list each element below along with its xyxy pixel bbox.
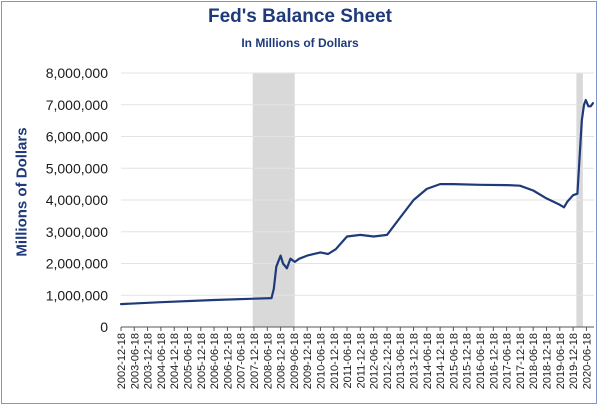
- x-axis-ticks: 2002-12-18 2003-06-18 2003-12-18 2004-06-18…: [116, 327, 593, 389]
- y-tick-label: 4,000,000: [46, 192, 108, 208]
- x-tick-label: 2008-06-18: [262, 333, 274, 389]
- x-tick-label: 2009-12-18: [302, 333, 314, 389]
- x-tick-label: 2005-12-18: [196, 333, 208, 389]
- x-tick-label: 2020-06-18: [581, 333, 593, 389]
- x-tick-label: 2010-06-18: [315, 333, 327, 389]
- chart-subtitle: In Millions of Dollars: [241, 36, 359, 50]
- series-layer: [119, 98, 595, 306]
- y-tick-label: 3,000,000: [46, 224, 108, 240]
- x-tick-label: 2007-12-18: [249, 333, 261, 389]
- x-tick-label: 2003-12-18: [143, 333, 155, 389]
- x-tick-label: 2002-12-18: [116, 333, 128, 389]
- y-tick-label: 6,000,000: [46, 129, 108, 145]
- x-tick-label: 2019-12-18: [568, 333, 580, 389]
- y-axis-ticks: 0 1,000,000 2,000,000 3,000,000 4,000,000 5,0…: [46, 65, 109, 335]
- y-tick-label: 2,000,000: [46, 256, 108, 272]
- x-tick-label: 2012-12-18: [382, 333, 394, 389]
- grid-lines: [121, 72, 594, 296]
- x-tick-label: 2011-12-18: [355, 333, 367, 388]
- chart-title: Fed's Balance Sheet: [207, 6, 393, 27]
- x-tick-label: 2006-12-18: [222, 333, 234, 389]
- x-tick-label: 2003-06-18: [129, 333, 141, 389]
- x-tick-label: 2010-12-18: [329, 333, 341, 389]
- x-tick-label: 2006-06-18: [209, 333, 221, 389]
- series-line: [119, 98, 595, 306]
- x-tick-label: 2011-06-18: [342, 333, 354, 388]
- x-tick-label: 2013-12-18: [409, 333, 421, 389]
- x-tick-label: 2005-06-18: [182, 333, 194, 389]
- x-tick-label: 2018-06-18: [528, 333, 540, 389]
- y-tick-label: 5,000,000: [46, 160, 108, 176]
- x-tick-label: 2015-06-18: [448, 333, 460, 389]
- y-tick-label: 0: [100, 319, 108, 335]
- x-tick-label: 2017-06-18: [502, 333, 514, 389]
- x-tick-label: 2012-06-18: [369, 333, 381, 389]
- x-tick-label: 2019-06-18: [555, 333, 567, 389]
- x-tick-label: 2015-12-18: [462, 333, 474, 389]
- x-tick-label: 2009-06-18: [289, 333, 301, 389]
- x-tick-label: 2007-06-18: [236, 333, 248, 389]
- x-tick-label: 2016-12-18: [488, 333, 500, 389]
- x-tick-label: 2014-12-18: [435, 333, 447, 389]
- x-tick-label: 2018-12-18: [542, 333, 554, 389]
- x-tick-label: 2017-12-18: [515, 333, 527, 389]
- x-tick-label: 2004-06-18: [156, 333, 168, 389]
- y-tick-label: 7,000,000: [46, 97, 108, 113]
- x-tick-label: 2004-12-18: [169, 333, 181, 389]
- y-tick-label: 8,000,000: [46, 65, 108, 81]
- x-tick-label: 2013-06-18: [395, 333, 407, 389]
- y-tick-label: 1,000,000: [46, 287, 108, 303]
- x-tick-label: 2008-12-18: [276, 333, 288, 389]
- x-tick-label: 2014-06-18: [422, 333, 434, 389]
- x-tick-label: 2016-06-18: [475, 333, 487, 389]
